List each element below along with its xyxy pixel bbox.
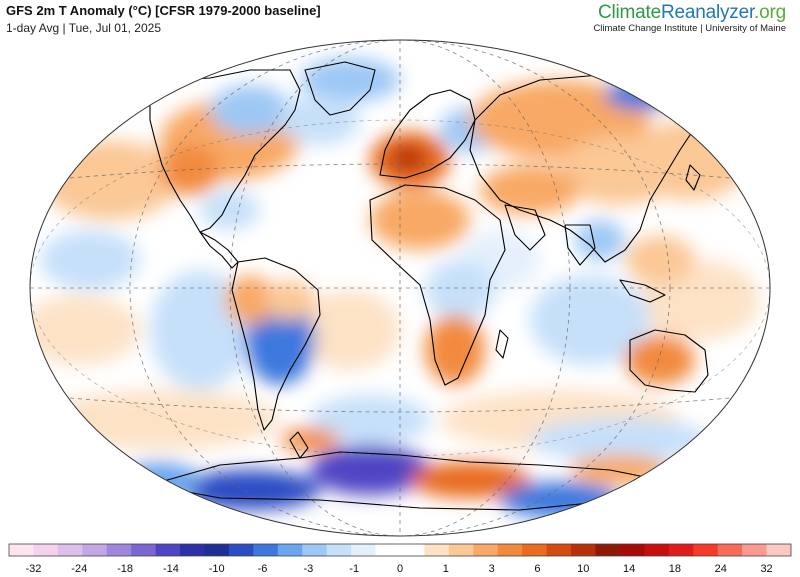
colorbar-segment bbox=[766, 544, 792, 556]
map-subtitle: 1-day Avg | Tue, Jul 01, 2025 bbox=[6, 21, 162, 35]
colorbar-segment bbox=[693, 544, 719, 556]
colorbar-segment bbox=[326, 544, 352, 556]
colorbar-segment bbox=[473, 544, 499, 556]
colorbar-tick-label: 6 bbox=[534, 563, 540, 575]
colorbar-segment bbox=[228, 544, 254, 556]
colorbar-segment bbox=[595, 544, 621, 556]
brand-logo[interactable]: ClimateReanalyzer.org Climate Change Ins… bbox=[593, 2, 786, 34]
colorbar-segment bbox=[424, 544, 450, 556]
anomaly-map bbox=[29, 39, 771, 537]
globe-outline bbox=[29, 39, 771, 537]
colorbar-segment bbox=[522, 544, 548, 556]
colorbar-tick-label: 3 bbox=[489, 563, 495, 575]
colorbar-tick-label: -24 bbox=[71, 563, 87, 575]
colorbar-segment bbox=[57, 544, 83, 556]
colorbar-segment bbox=[497, 544, 523, 556]
brand-name-part2: Reanalyzer bbox=[660, 2, 755, 23]
colorbar-segment bbox=[131, 544, 157, 556]
colorbar-segment bbox=[375, 544, 401, 556]
colorbar-tick-label: -18 bbox=[117, 563, 133, 575]
colorbar-segment bbox=[619, 544, 645, 556]
colorbar-tick-label: -1 bbox=[349, 563, 359, 575]
colorbar-tick-label: 10 bbox=[577, 563, 589, 575]
colorbar-segments bbox=[9, 544, 792, 556]
map-title: GFS 2m T Anomaly (°C) [CFSR 1979-2000 ba… bbox=[6, 3, 321, 18]
colorbar-segment bbox=[717, 544, 743, 556]
colorbar-segment bbox=[571, 544, 596, 556]
colorbar-frame bbox=[8, 543, 792, 557]
colorbar-segment bbox=[9, 544, 34, 556]
colorbar-tick-label: 32 bbox=[760, 563, 772, 575]
colorbar: -32 -24 -18 -14 -10 -6 -3 -1 0 1 3 6 10 14 18 24 32 bbox=[8, 543, 792, 575]
colorbar-segment bbox=[400, 544, 425, 556]
colorbar-tick-label: -10 bbox=[209, 563, 225, 575]
colorbar-segment bbox=[204, 544, 230, 556]
brand-tagline: Climate Change Institute | University of… bbox=[593, 23, 786, 34]
colorbar-tick-label: 24 bbox=[715, 563, 727, 575]
brand-name-part1: Climate bbox=[597, 2, 661, 23]
colorbar-segment bbox=[546, 544, 572, 556]
colorbar-tick-label: 1 bbox=[443, 563, 449, 575]
colorbar-ticks: -32 -24 -18 -14 -10 -6 -3 -1 0 1 3 6 10 14 18 24 32 bbox=[25, 563, 772, 575]
colorbar-segment bbox=[33, 544, 59, 556]
colorbar-segment bbox=[106, 544, 132, 556]
colorbar-tick-label: 18 bbox=[669, 563, 681, 575]
colorbar-segment bbox=[277, 544, 303, 556]
colorbar-segment bbox=[82, 544, 108, 556]
colorbar-segment bbox=[351, 544, 377, 556]
colorbar-segment bbox=[448, 544, 474, 556]
colorbar-segment bbox=[668, 544, 694, 556]
colorbar-segment bbox=[742, 544, 768, 556]
colorbar-segment bbox=[302, 544, 328, 556]
coastlines bbox=[149, 61, 749, 511]
colorbar-segment bbox=[155, 544, 181, 556]
colorbar-tick-label: -14 bbox=[163, 563, 179, 575]
colorbar-tick-label: -32 bbox=[25, 563, 41, 575]
colorbar-tick-label: 0 bbox=[397, 563, 403, 575]
colorbar-segment bbox=[644, 544, 670, 556]
globe bbox=[30, 40, 770, 536]
colorbar-tick-label: -3 bbox=[303, 563, 313, 575]
colorbar-tick-label: 14 bbox=[623, 563, 635, 575]
colorbar-tick-label: -6 bbox=[258, 563, 268, 575]
brand-name-part3: .org bbox=[754, 2, 786, 23]
colorbar-segment bbox=[253, 544, 279, 556]
colorbar-segment bbox=[180, 544, 205, 556]
